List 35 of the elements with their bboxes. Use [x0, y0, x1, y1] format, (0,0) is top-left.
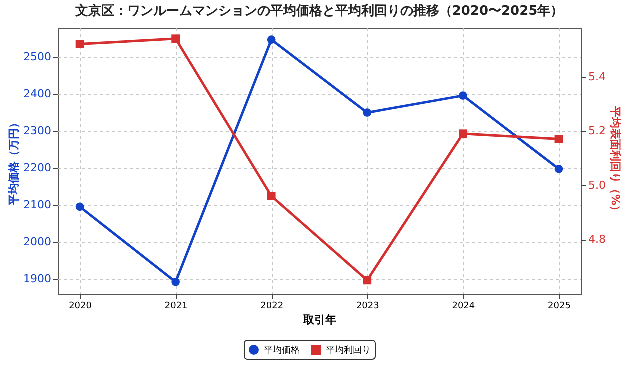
y-axis-title: 平均価格（万円）	[8, 118, 21, 206]
y-tick-label: 2400	[24, 87, 52, 100]
legend-label: 平均価格	[264, 345, 300, 356]
y2-tick-label: 4.8	[588, 233, 606, 246]
y-tick-label: 2100	[24, 198, 52, 212]
y-tick-label: 2200	[24, 162, 52, 175]
x-tick-label: 2025	[548, 302, 571, 312]
point	[76, 202, 84, 212]
chart-title: 文京区：ワンルームマンションの平均価格と平均利回りの推移（2020〜2025年）	[74, 3, 564, 19]
point	[172, 34, 180, 44]
y-tick-label: 2500	[24, 50, 52, 64]
point	[363, 276, 372, 285]
point	[459, 92, 468, 100]
x-tick-label: 2020	[69, 302, 92, 312]
legend-label: 平均利回り	[326, 345, 371, 356]
y2-tick-label: 5.0	[588, 178, 606, 192]
point	[172, 278, 180, 286]
point	[363, 108, 372, 118]
x-axis-title: 取引年	[302, 314, 336, 326]
point	[76, 40, 84, 48]
x-tick-label: 2024	[452, 302, 476, 312]
point	[267, 192, 276, 200]
point	[554, 135, 564, 144]
point	[554, 164, 564, 174]
point	[459, 130, 468, 138]
x-tick-label: 2021	[164, 302, 188, 312]
point	[267, 36, 276, 44]
x-tick-label: 2023	[356, 302, 380, 312]
y2-axis-title: 平均表面利回り（%）	[608, 105, 622, 217]
y-tick-label: 2300	[24, 124, 52, 138]
y-tick-label: 1900	[24, 272, 52, 286]
y-tick-label: 2000	[24, 236, 52, 249]
y2-tick-label: 5.4	[588, 70, 606, 84]
y2-tick-label: 5.2	[588, 124, 606, 138]
x-tick-label: 2022	[260, 302, 284, 312]
